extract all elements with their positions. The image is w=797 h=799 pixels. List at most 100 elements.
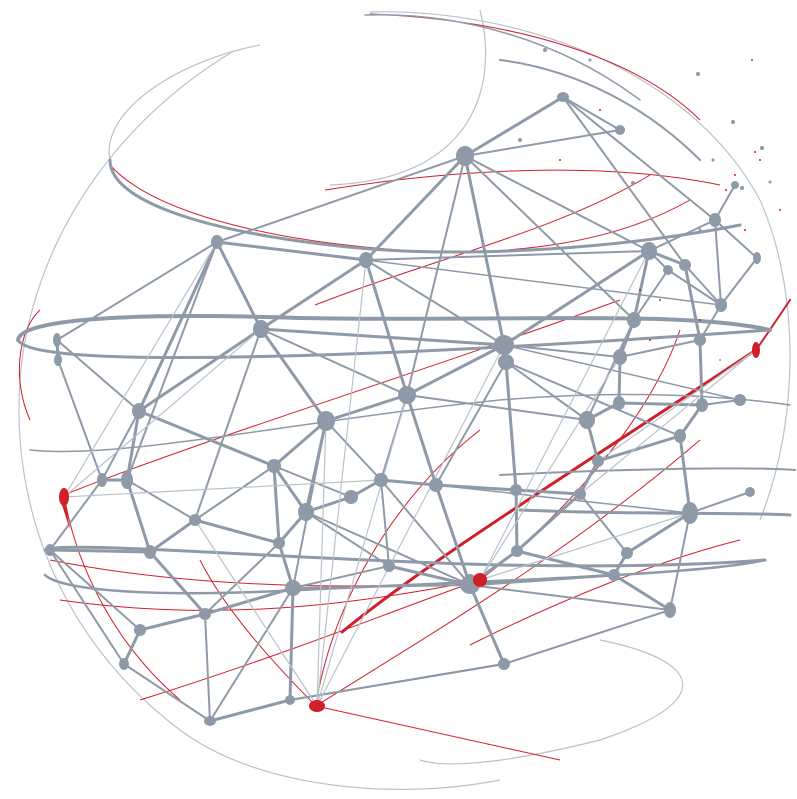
network-node	[464, 574, 476, 586]
network-edge	[464, 129, 621, 157]
orbital-ring	[16, 314, 772, 342]
network-edge-thin	[479, 356, 621, 581]
network-edge	[204, 542, 280, 615]
network-node	[359, 252, 373, 268]
network-edge	[125, 478, 152, 554]
network-edge-thin	[63, 328, 262, 498]
network-node	[456, 146, 474, 166]
network-node	[745, 487, 755, 497]
network-node	[715, 298, 727, 312]
particle-dot	[543, 48, 547, 52]
network-node	[694, 334, 706, 346]
red-line	[315, 439, 701, 707]
red-line	[469, 539, 741, 646]
red-line	[314, 174, 651, 306]
network-edge	[514, 488, 519, 553]
network-edge	[469, 584, 671, 611]
red-line	[59, 579, 481, 611]
red-node-tail	[62, 505, 70, 530]
network-edge-thin	[316, 344, 505, 707]
network-node	[592, 455, 604, 467]
network-edge	[215, 240, 368, 262]
particle-dot	[754, 151, 756, 153]
network-node	[121, 471, 133, 489]
particle-dot	[744, 229, 746, 231]
network-edge	[208, 698, 292, 723]
network-edge	[669, 512, 691, 611]
network-edge	[633, 269, 669, 321]
network-edge	[435, 361, 507, 486]
particle-dot	[734, 174, 736, 176]
orbital-ring	[499, 467, 796, 476]
network-edge	[714, 219, 758, 259]
network-edge	[272, 419, 328, 468]
particle-dot	[725, 189, 727, 191]
particle-dot	[719, 359, 721, 361]
network-edge	[364, 258, 409, 397]
network-edge	[714, 184, 736, 221]
network-edge	[305, 511, 471, 586]
particle-dot	[588, 58, 592, 62]
network-node	[627, 312, 641, 328]
network-node	[273, 537, 285, 549]
network-edge	[137, 240, 219, 413]
network-node	[429, 478, 443, 492]
network-edge	[596, 434, 682, 463]
network-node	[753, 252, 761, 264]
network-node	[267, 459, 281, 473]
particle-dot	[759, 159, 761, 161]
particle-dot	[768, 180, 772, 184]
network-edge	[365, 259, 505, 346]
network-node	[608, 569, 620, 581]
network-edge	[468, 573, 616, 587]
network-edge	[259, 258, 368, 331]
particle-dot	[696, 72, 700, 76]
network-edge	[204, 613, 211, 722]
particle-dot	[659, 299, 661, 301]
network-edge	[562, 96, 716, 221]
network-edge-thin	[316, 420, 327, 707]
network-edge	[468, 583, 506, 666]
network-edge	[515, 549, 616, 577]
network-edge	[720, 257, 758, 306]
particle-dot	[731, 120, 735, 124]
network-node	[189, 514, 201, 526]
network-edge	[148, 518, 197, 554]
particle-dot	[649, 339, 651, 341]
network-edge	[405, 393, 438, 487]
network-node	[734, 394, 746, 406]
network-node	[696, 398, 708, 412]
network-node	[199, 608, 211, 620]
orbital-ring	[499, 59, 701, 161]
network-edge	[272, 464, 308, 514]
network-node	[134, 624, 146, 636]
outline-arc	[419, 639, 684, 765]
orbital-ring	[43, 545, 767, 568]
network-edge	[562, 96, 621, 131]
network-edge-thin	[316, 259, 367, 707]
network-edge-thin	[597, 349, 757, 462]
network-edge	[515, 492, 582, 553]
network-edge	[689, 491, 751, 514]
network-node	[298, 503, 314, 521]
network-edge	[699, 304, 722, 341]
network-edge	[56, 339, 140, 412]
red-line	[324, 169, 721, 191]
network-edge	[464, 155, 650, 252]
network-edge	[203, 586, 295, 616]
red-node	[309, 700, 325, 712]
network-node	[285, 695, 295, 705]
network-edge	[406, 155, 466, 396]
outline-arc	[108, 44, 261, 161]
network-edge	[56, 241, 218, 341]
particle-dot	[751, 59, 753, 61]
network-edge	[625, 511, 692, 555]
network-edge-thin	[479, 512, 691, 581]
scattered-particles	[518, 48, 781, 361]
network-node	[613, 396, 625, 410]
network-edge	[273, 465, 352, 498]
network-edge	[324, 393, 409, 423]
network-edge	[148, 550, 207, 616]
red-node	[752, 342, 760, 358]
network-edge	[215, 240, 263, 331]
